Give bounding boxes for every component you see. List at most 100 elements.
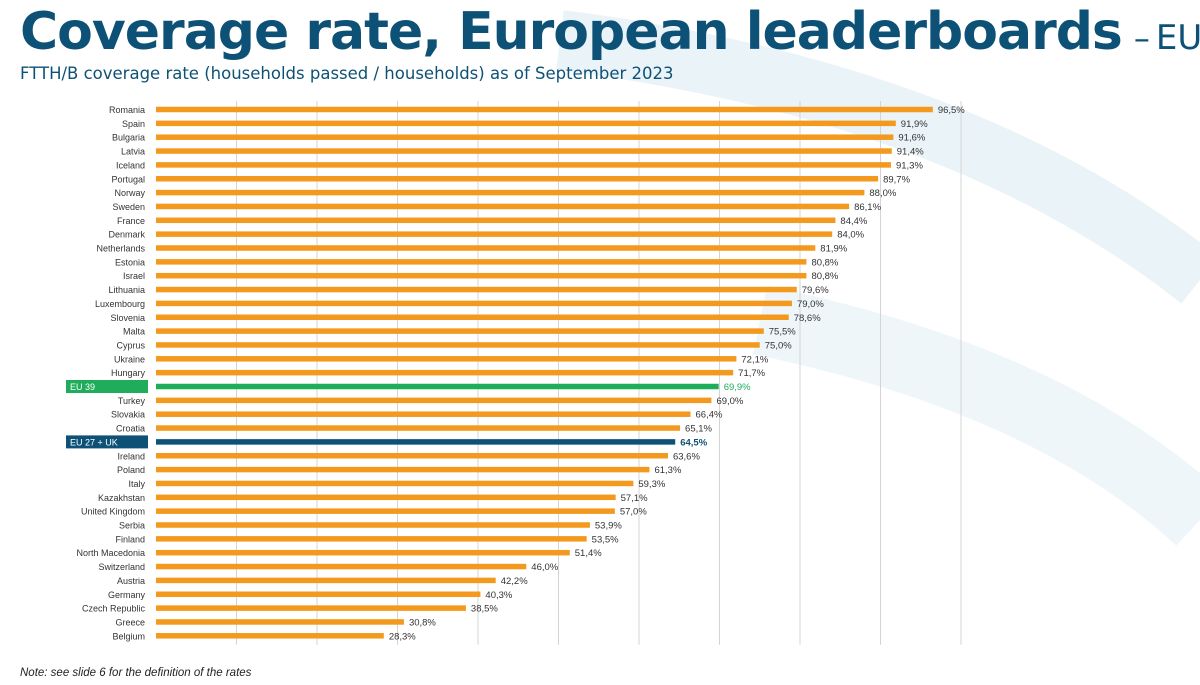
category-label: Spain [122, 119, 145, 129]
data-label: 91,4% [897, 147, 924, 158]
data-label: 91,9% [901, 119, 928, 130]
data-label: 57,0% [620, 507, 647, 518]
data-label: 42,2% [501, 576, 528, 587]
data-label: 71,7% [738, 368, 765, 379]
category-label: Kazakhstan [98, 493, 145, 503]
bar [156, 549, 570, 556]
data-label: 88,0% [869, 188, 896, 199]
bar [156, 231, 833, 237]
category-label: Czech Republic [82, 604, 146, 614]
bar [156, 272, 807, 279]
bar [156, 162, 891, 168]
bar [156, 245, 816, 251]
bar [156, 605, 466, 611]
data-label: 75,0% [765, 340, 792, 351]
bar [156, 633, 384, 639]
category-label: Italy [128, 479, 145, 489]
category-label: Cyprus [116, 340, 145, 350]
category-label: Latvia [121, 147, 145, 157]
title-dash: – [1133, 19, 1150, 57]
bar [156, 189, 865, 196]
category-label: Denmark [108, 230, 145, 240]
bar [156, 577, 496, 584]
category-label: Belgium [112, 631, 145, 641]
bar [156, 536, 587, 542]
bar [156, 453, 668, 459]
bar [156, 259, 807, 265]
bar [156, 106, 933, 113]
bar [156, 411, 691, 417]
highlight-label-box [66, 435, 148, 449]
bar [156, 314, 789, 320]
bar [156, 342, 760, 348]
bar [156, 176, 879, 182]
data-label: 59,3% [638, 479, 665, 490]
category-label: Switzerland [98, 562, 145, 572]
data-label: 72,1% [741, 354, 768, 365]
footnote: Note: see slide 6 for the definition of … [20, 667, 252, 679]
bar [156, 591, 481, 597]
category-label: Israel [123, 271, 145, 281]
category-label: Finland [115, 534, 145, 544]
data-label: 75,5% [769, 327, 796, 338]
data-label: 40,3% [485, 590, 512, 601]
data-label: 78,6% [794, 313, 821, 324]
bar [156, 383, 719, 390]
category-label: Sweden [112, 202, 145, 212]
bar [156, 300, 792, 307]
title-main: Coverage rate, European leaderboards [20, 2, 1123, 62]
data-label: 89,7% [883, 174, 910, 185]
data-label: 80,8% [811, 257, 838, 268]
bar [156, 369, 734, 376]
category-label: Portugal [111, 174, 145, 184]
bar [156, 563, 527, 570]
data-label: 64,5% [680, 437, 707, 448]
category-label: Ireland [117, 451, 145, 461]
data-label: 61,3% [654, 465, 681, 476]
category-label: EU 27 + UK [70, 437, 118, 447]
bar [156, 356, 737, 362]
category-label: France [117, 216, 145, 226]
data-label: 28,3% [389, 631, 416, 642]
data-label: 80,8% [811, 271, 838, 282]
data-label: 84,0% [837, 230, 864, 241]
bar [156, 439, 676, 445]
bar [156, 328, 764, 334]
category-label: Iceland [116, 160, 145, 170]
bar [156, 480, 634, 487]
data-label: 79,6% [802, 285, 829, 296]
data-label: 79,0% [797, 299, 824, 310]
data-label: 81,9% [820, 244, 847, 255]
bar [156, 508, 615, 514]
bar [156, 134, 894, 140]
data-label: 84,4% [840, 216, 867, 227]
bar [156, 217, 836, 224]
category-label: Croatia [116, 424, 145, 434]
highlight-label-box [66, 380, 148, 393]
category-label: Poland [117, 465, 145, 475]
category-label: Turkey [118, 396, 146, 406]
category-label: Romania [109, 105, 145, 115]
bar [156, 494, 616, 501]
category-label: United Kingdom [81, 507, 145, 517]
bar [156, 425, 681, 431]
category-label: EU 39 [70, 382, 95, 392]
data-label: 53,5% [592, 534, 619, 545]
category-label: Estonia [115, 257, 145, 267]
bar [156, 522, 590, 528]
data-label: 69,9% [724, 382, 751, 393]
data-label: 86,1% [854, 202, 881, 213]
category-label: Serbia [119, 521, 145, 531]
bar-chart: Romania 96,5% Spain 91,9% Bulgaria 91,6% Latvi… [66, 101, 965, 645]
data-label: 46,0% [531, 562, 558, 573]
category-label: Bulgaria [112, 133, 145, 143]
category-label: Norway [114, 188, 145, 198]
page-title: Coverage rate, European leaderboards–EU3… [20, 0, 1200, 64]
category-label: Germany [108, 590, 146, 600]
bar [156, 203, 850, 210]
category-label: Lithuania [108, 285, 145, 295]
category-label: Greece [115, 617, 145, 627]
bar [156, 120, 896, 127]
data-label: 96,5% [938, 105, 965, 116]
